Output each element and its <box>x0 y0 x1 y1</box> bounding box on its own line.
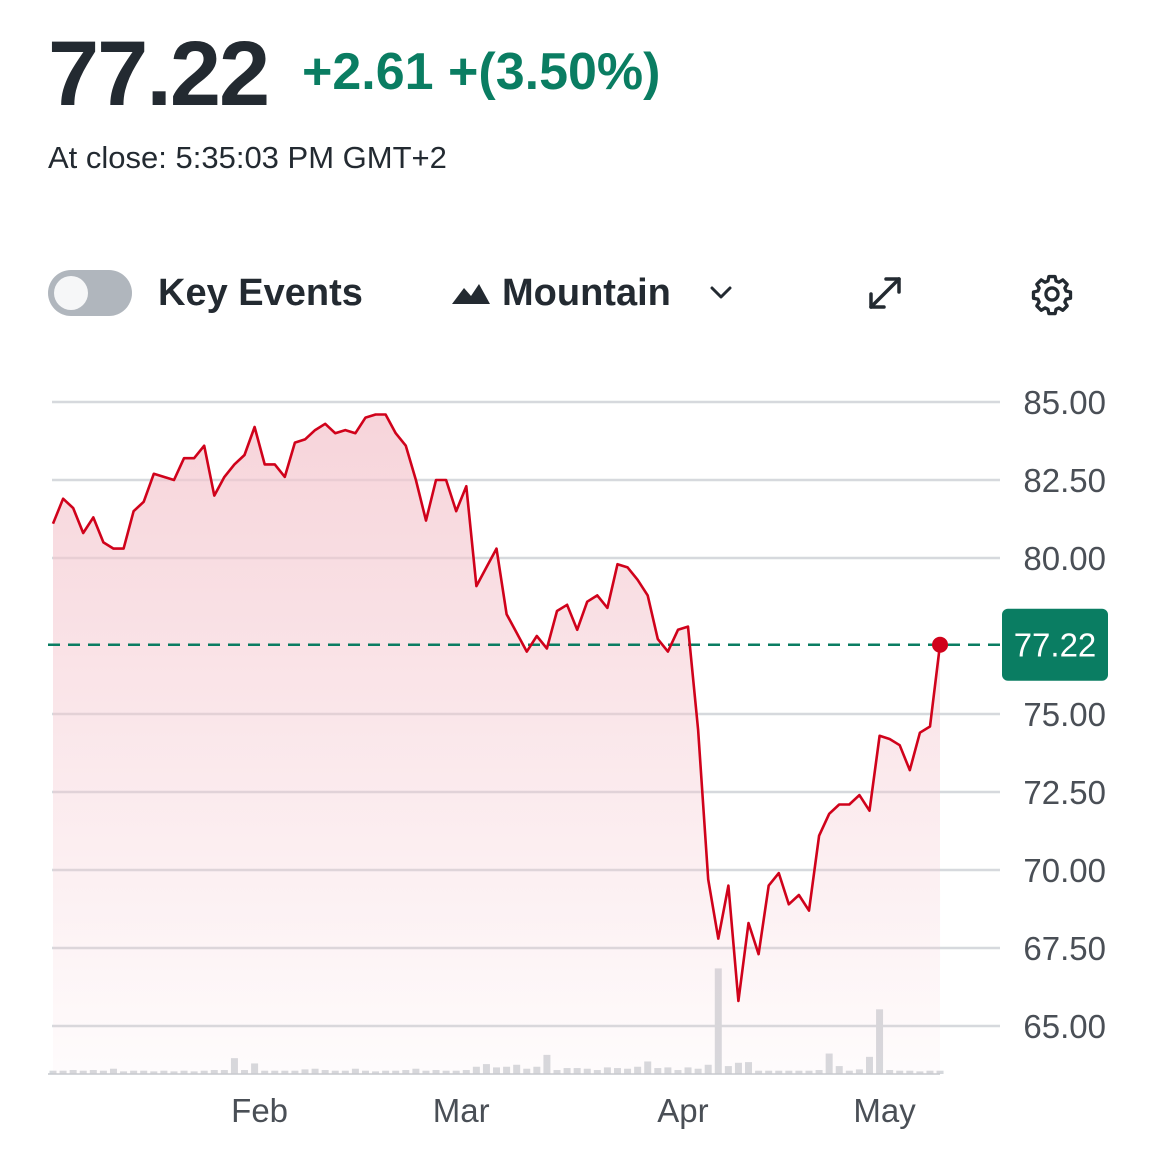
mountain-icon <box>452 282 490 309</box>
gear-icon[interactable] <box>1030 272 1074 321</box>
price-chart[interactable]: 65.00 67.50 70.00 72.50 75.00 80.00 82.50 85.00… <box>0 370 1170 1160</box>
toggle-knob <box>54 276 88 310</box>
x-tick-label: Apr <box>657 1092 708 1129</box>
expand-icon[interactable] <box>866 274 904 317</box>
volume-bar <box>936 1070 944 1074</box>
last-price-point <box>932 636 949 653</box>
price-area <box>53 414 941 1074</box>
x-tick-label: Feb <box>231 1092 288 1129</box>
y-tick-label: 80.00 <box>1023 540 1106 577</box>
current-price: 77.22 <box>48 23 270 125</box>
price-line[interactable] <box>51 413 942 1003</box>
chart-type-label: Mountain <box>502 272 671 314</box>
y-tick-label: 70.00 <box>1023 852 1106 889</box>
x-tick-label: May <box>853 1092 916 1129</box>
y-tick-label: 85.00 <box>1023 384 1106 421</box>
key-events-label: Key Events <box>158 272 363 314</box>
chevron-down-icon <box>710 286 732 305</box>
price-change: +2.61 +(3.50%) <box>302 43 661 101</box>
last-price-label: 77.22 <box>1014 627 1097 664</box>
last-price-tag <box>1002 608 1108 681</box>
y-tick-label: 65.00 <box>1023 1008 1106 1045</box>
key-events-toggle[interactable] <box>48 270 132 316</box>
y-tick-label: 72.50 <box>1023 774 1106 811</box>
chart-toolbar: Key Events Mountain <box>0 262 1170 326</box>
x-tick-label: Mar <box>433 1092 490 1129</box>
close-time: At close: 5:35:03 PM GMT+2 <box>48 140 447 175</box>
y-tick-label: 67.50 <box>1023 930 1106 967</box>
y-tick-label: 75.00 <box>1023 696 1106 733</box>
y-tick-label: 82.50 <box>1023 462 1106 499</box>
